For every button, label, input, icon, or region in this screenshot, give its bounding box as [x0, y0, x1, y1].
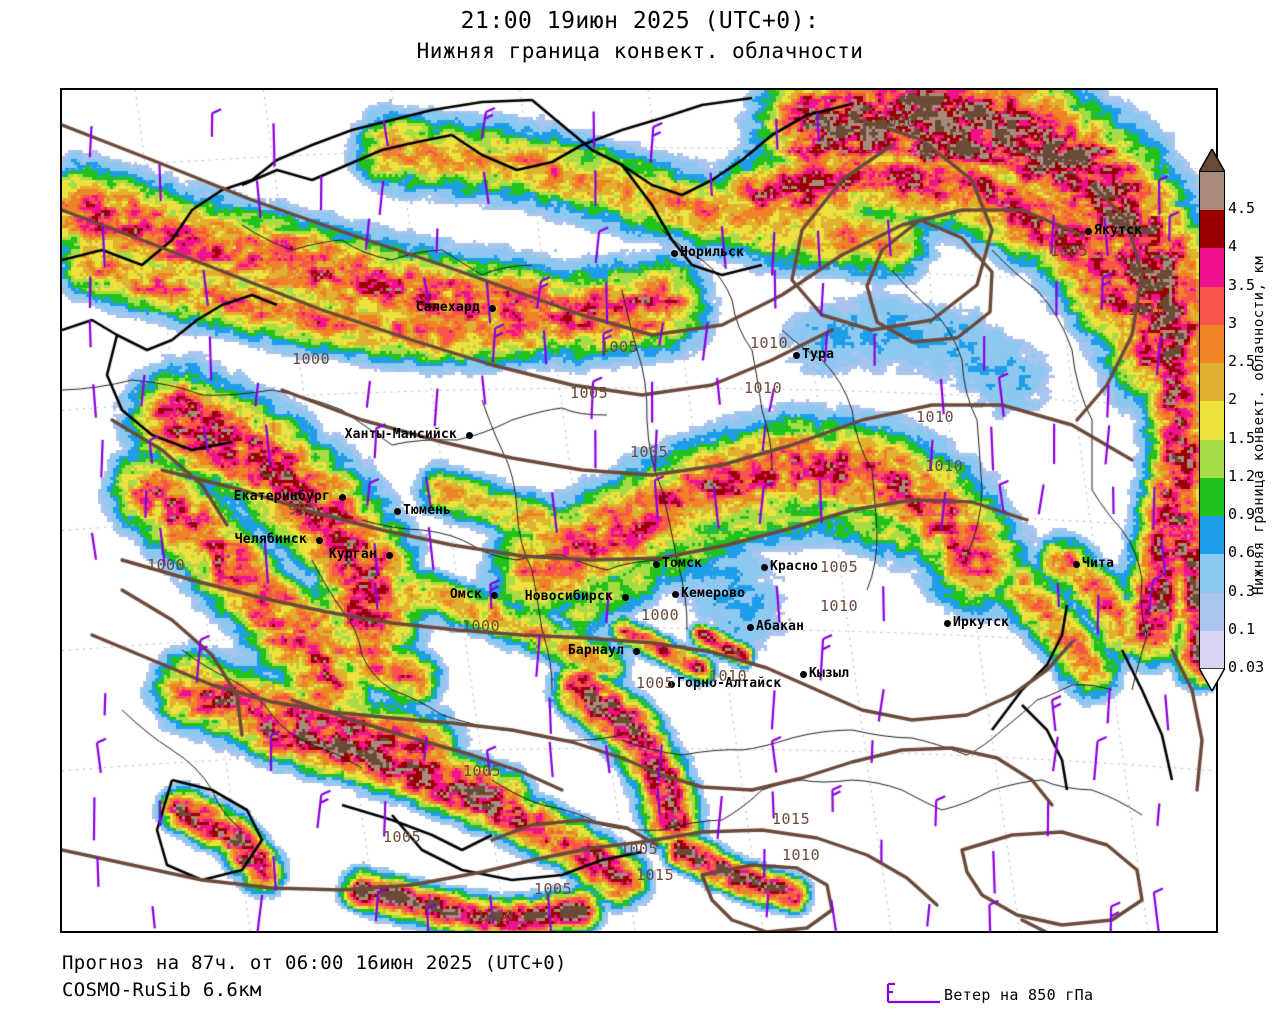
pressure-contour-label: 1000 — [462, 617, 501, 635]
pressure-contour-label: 1010 — [1128, 301, 1167, 319]
weather-map[interactable]: Якутск Норильск Салехард Тура Ханты-Мансийск… — [60, 88, 1218, 933]
pressure-contour-label: 1010 — [744, 379, 783, 397]
pressure-contour-label: 1010 — [476, 907, 515, 925]
pressure-contour-label: 1010 — [916, 408, 955, 426]
colorbar — [1197, 147, 1227, 693]
wind-barb-icon — [886, 982, 940, 1004]
colorbar-tick-3.5: 3.5 — [1228, 275, 1256, 294]
colorbar-axis-label: Нижняя граница конвект. облачности, км — [1251, 255, 1267, 595]
colorbar-band-0.03 — [1200, 592, 1224, 632]
pressure-contour-label: 1005 — [820, 558, 859, 576]
colorbar-band-0.1 — [1200, 554, 1224, 594]
colorbar-band-4 — [1200, 172, 1224, 211]
pressure-contour-label: 1000 — [641, 606, 680, 624]
pressure-contour-label: 1005 — [636, 674, 675, 692]
colorbar-tick-0.3: 0.3 — [1228, 581, 1256, 600]
colorbar-band-0.3 — [1200, 516, 1224, 555]
pressure-contour-label: 1005 — [600, 338, 639, 356]
pressure-contour-label: 1005 — [1050, 242, 1089, 260]
model-info: COSMO-RuSib 6.6км — [62, 979, 262, 1001]
colorbar-tick-0.03: 0.03 — [1228, 658, 1265, 676]
pressure-contour-label: 1005 — [463, 762, 502, 780]
pressure-contour-label: 1005 — [383, 828, 422, 846]
colorbar-tick-2.5: 2.5 — [1228, 352, 1256, 371]
colorbar-tick-4.5: 4.5 — [1228, 199, 1256, 218]
forecast-info: Прогноз на 87ч. от 06:00 16июн 2025 (UTC… — [62, 952, 567, 974]
pressure-contour-label: 995 — [288, 500, 317, 518]
pressure-contour-label: 1005 — [570, 384, 609, 402]
colorbar-band-2.5 — [1200, 286, 1224, 326]
footer-block: Прогноз на 87ч. от 06:00 16июн 2025 (UTC… — [62, 950, 862, 1004]
colorbar-over-arrow — [1197, 147, 1227, 173]
page-title: 21:00 19июн 2025 (UTC+0): — [460, 8, 820, 34]
pressure-contour-label: 1000 — [147, 556, 186, 574]
wind-legend-label: Ветер на 850 гПа — [944, 986, 1094, 1004]
colorbar-band-1.2 — [1200, 401, 1224, 441]
colorbar-band-3 — [1200, 248, 1224, 288]
pressure-contour-label: 1005 — [534, 880, 573, 898]
colorbar-under-arrow — [1197, 667, 1227, 693]
colorbar-bands — [1199, 171, 1225, 670]
colorbar-tick-0.1: 0.1 — [1228, 619, 1256, 638]
colorbar-band-0.9 — [1200, 439, 1224, 479]
colorbar-tick-0.6: 0.6 — [1228, 543, 1256, 562]
pressure-contour-label: 1005 — [630, 443, 669, 461]
pressure-contour-label: 1010 — [820, 597, 859, 615]
colorbar-tick-4: 4 — [1228, 237, 1238, 256]
colorbar-band-0 — [1200, 630, 1224, 670]
pressure-contour-label: 1015 — [772, 810, 811, 828]
colorbar-band-3.5 — [1200, 210, 1224, 250]
colorbar-tick-1.5: 1.5 — [1228, 428, 1256, 447]
chart-title-block: 21:00 19июн 2025 (UTC+0): Нижняя граница… — [0, 6, 1280, 66]
colorbar-band-0.6 — [1200, 477, 1224, 517]
pressure-contour-label: 1000 — [878, 113, 917, 131]
pressure-contour-label: 1000 — [292, 350, 331, 368]
colorbar-tick-0.9: 0.9 — [1228, 505, 1256, 524]
pressure-contour-label: 1010 — [782, 846, 821, 864]
pressure-contour-label: 1010 — [750, 334, 789, 352]
colorbar-tick-labels: 4.5 4 3.5 3 2.5 2 1.5 1.2 0.9 0.6 0.3 0.1 0.03 — [1228, 171, 1274, 675]
pressure-contour-label: 1010 — [709, 667, 748, 685]
colorbar-band-1.5 — [1200, 363, 1224, 402]
wind-legend: Ветер на 850 гПа — [878, 978, 1208, 1012]
pressure-contour-label: 1010 — [925, 457, 964, 475]
colorbar-tick-1.2: 1.2 — [1228, 466, 1256, 485]
map-raster-canvas — [62, 90, 1216, 931]
colorbar-band-2 — [1200, 324, 1224, 364]
pressure-contour-label: 1015 — [636, 866, 675, 884]
colorbar-tick-3: 3 — [1228, 313, 1238, 332]
pressure-contour-label: 1005 — [620, 840, 659, 858]
page-subtitle: Нижняя граница конвект. облачности — [416, 39, 864, 63]
colorbar-tick-2: 2 — [1228, 390, 1238, 409]
